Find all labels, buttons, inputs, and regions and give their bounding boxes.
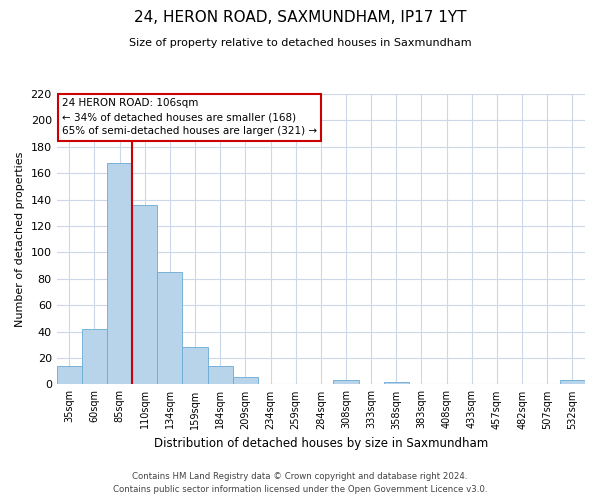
Text: 24 HERON ROAD: 106sqm
← 34% of detached houses are smaller (168)
65% of semi-det: 24 HERON ROAD: 106sqm ← 34% of detached …	[62, 98, 317, 136]
Bar	[233, 376, 258, 384]
Bar	[560, 380, 585, 384]
Y-axis label: Number of detached properties: Number of detached properties	[15, 152, 25, 327]
Text: 24, HERON ROAD, SAXMUNDHAM, IP17 1YT: 24, HERON ROAD, SAXMUNDHAM, IP17 1YT	[134, 10, 466, 25]
Bar	[384, 382, 409, 384]
Bar	[157, 272, 182, 384]
Bar	[182, 348, 208, 385]
Bar	[334, 380, 359, 384]
Bar	[82, 329, 107, 384]
Bar	[56, 366, 82, 384]
Text: Size of property relative to detached houses in Saxmundham: Size of property relative to detached ho…	[128, 38, 472, 48]
Bar	[208, 366, 233, 384]
Bar	[107, 162, 132, 384]
Text: Contains HM Land Registry data © Crown copyright and database right 2024.
Contai: Contains HM Land Registry data © Crown c…	[113, 472, 487, 494]
X-axis label: Distribution of detached houses by size in Saxmundham: Distribution of detached houses by size …	[154, 437, 488, 450]
Bar	[132, 205, 157, 384]
